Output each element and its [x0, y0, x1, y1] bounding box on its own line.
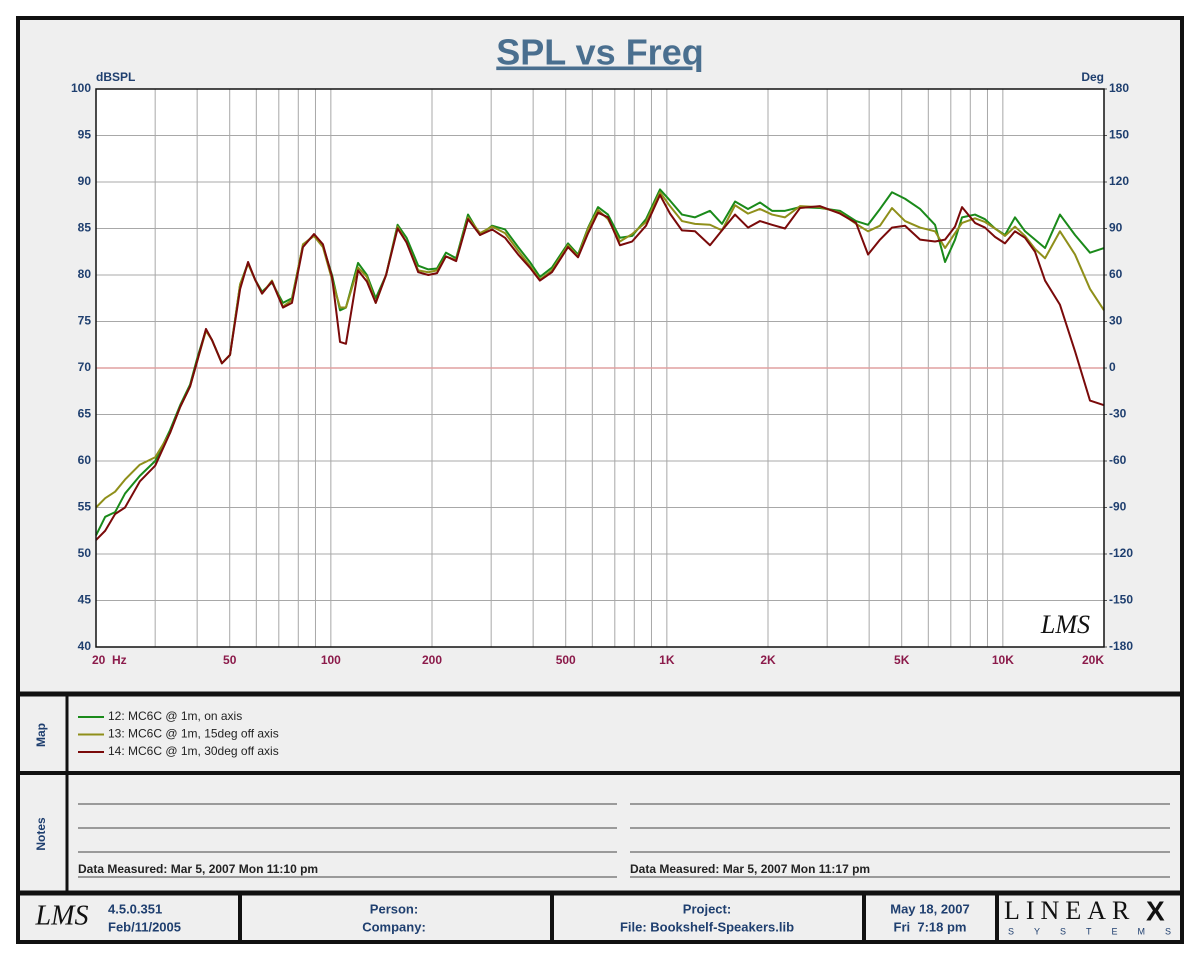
y-tick-label: 75	[78, 314, 92, 328]
y2-tick-label: 0	[1109, 360, 1116, 374]
x-tick-label: 500	[556, 653, 576, 667]
y-tick-label: 50	[78, 546, 92, 560]
y-tick-label: 60	[78, 453, 92, 467]
plot-border	[95, 88, 1105, 648]
x-tick-label: 50	[223, 653, 237, 667]
brand: LINEAR	[1004, 896, 1135, 925]
y2-tick-label: -30	[1109, 407, 1127, 421]
date: May 18, 2007	[890, 901, 970, 916]
notes-lines	[78, 803, 1170, 878]
legend-label: 13: MC6C @ 1m, 15deg off axis	[108, 727, 279, 741]
version: 4.5.0.351	[108, 901, 162, 916]
y2-tick-label: -90	[1109, 500, 1127, 514]
y-axis-label: dBSPL	[96, 70, 135, 84]
project: Project:	[683, 901, 731, 916]
y2-tick-label: -60	[1109, 453, 1127, 467]
y2-tick-label: -180	[1109, 639, 1133, 653]
y-tick-label: 45	[78, 593, 92, 607]
y-tick-label: 80	[78, 267, 92, 281]
series-line	[95, 194, 1105, 541]
x-tick-label: 1K	[659, 653, 675, 667]
brand-sub: SYSTEMS	[1008, 926, 1191, 936]
legend-label: 14: MC6C @ 1m, 30deg off axis	[108, 744, 279, 758]
x-tick-label: 200	[422, 653, 442, 667]
y-tick-label: 55	[78, 500, 92, 514]
y-tick-label: 95	[78, 128, 92, 142]
y2-tick-label: 90	[1109, 221, 1123, 235]
brand-x: X	[1146, 895, 1165, 926]
y-tick-label: 100	[71, 81, 91, 95]
y2-tick-label: 180	[1109, 81, 1129, 95]
company: Company:	[362, 919, 426, 934]
note-text: Data Measured: Mar 5, 2007 Mon 11:10 pm	[78, 862, 318, 876]
y-tick-label: 70	[78, 360, 92, 374]
y-tick-label: 90	[78, 174, 92, 188]
y2-tick-label: -120	[1109, 546, 1133, 560]
legend-label: 12: MC6C @ 1m, on axis	[108, 709, 242, 723]
y2-tick-label: 120	[1109, 174, 1129, 188]
x-tick-label: 10K	[992, 653, 1014, 667]
logo: LMS	[35, 900, 89, 931]
x-tick-label: 100	[321, 653, 341, 667]
y-tick-label: 40	[78, 639, 92, 653]
x-tick-label: 5K	[894, 653, 910, 667]
y-tick-label: 85	[78, 221, 92, 235]
x-tick-label: 20 Hz	[92, 653, 127, 667]
y2-tick-label: -150	[1109, 593, 1133, 607]
x-tick-label: 2K	[760, 653, 776, 667]
watermark: LMS	[1040, 610, 1090, 639]
y2-tick-label: 60	[1109, 267, 1123, 281]
x-tick-label: 20K	[1082, 653, 1104, 667]
panel-label: Notes	[34, 817, 48, 851]
time: Fri 7:18 pm	[894, 919, 967, 934]
y-tick-label: 65	[78, 407, 92, 421]
y2-tick-label: 30	[1109, 314, 1123, 328]
y2-tick-label: 150	[1109, 128, 1129, 142]
build-date: Feb/11/2005	[108, 919, 181, 934]
chart-title: SPL vs Freq	[496, 32, 703, 73]
panel-label: Map	[34, 723, 48, 747]
file: File: Bookshelf-Speakers.lib	[620, 919, 794, 934]
y2-axis-label: Deg	[1081, 70, 1104, 84]
note-text: Data Measured: Mar 5, 2007 Mon 11:17 pm	[630, 862, 870, 876]
person: Person:	[370, 901, 418, 916]
